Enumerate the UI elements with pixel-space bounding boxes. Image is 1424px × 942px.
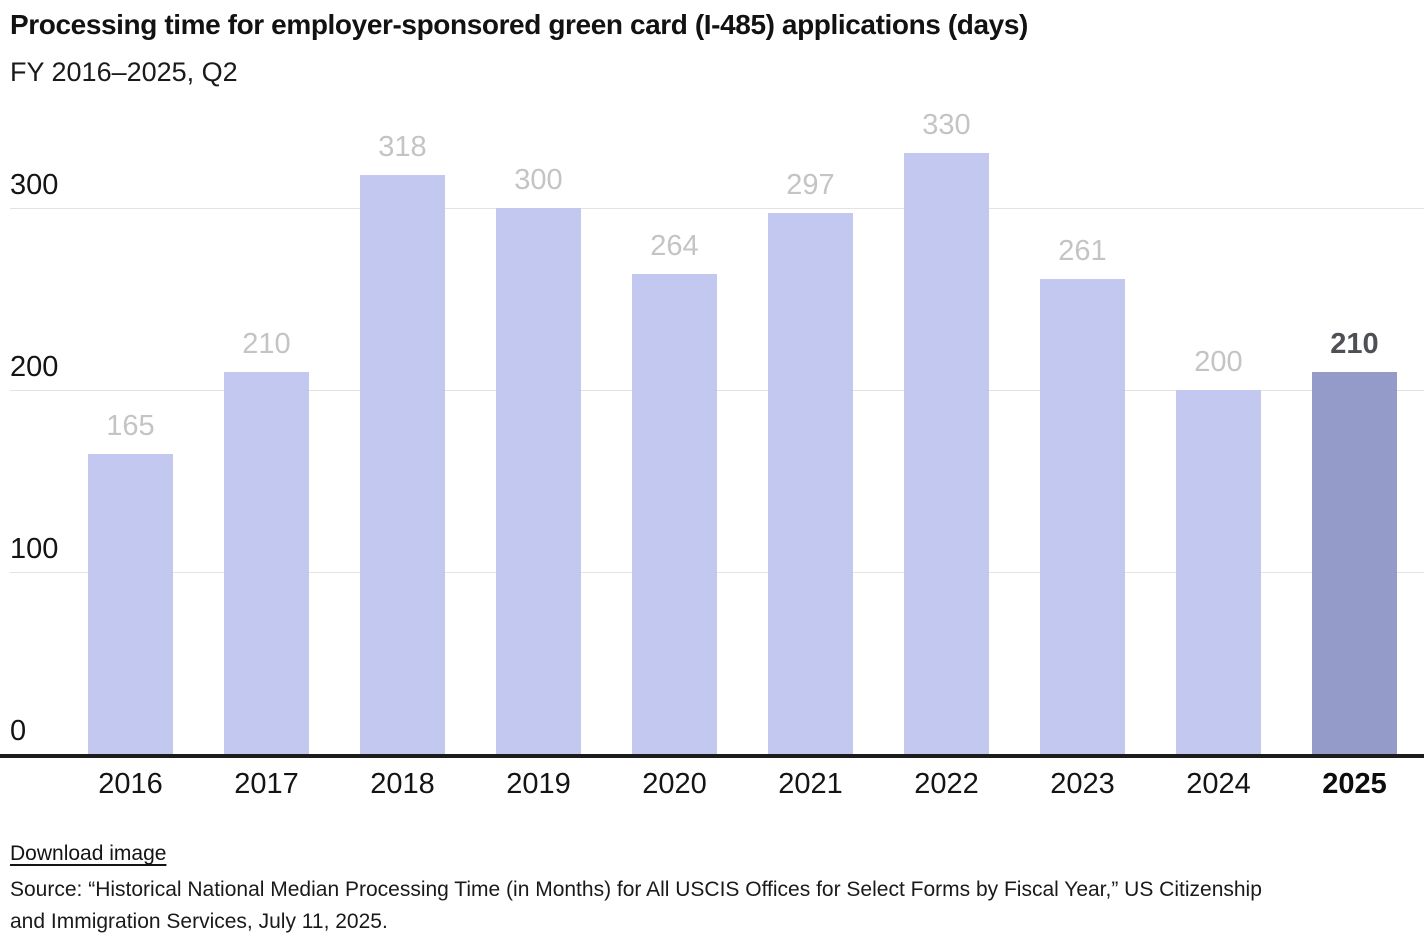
value-label-2017: 210: [242, 328, 291, 360]
x-label-2024: 2024: [1186, 768, 1251, 800]
bar-2020: [632, 274, 717, 754]
x-label-2019: 2019: [506, 768, 571, 800]
source-line-1: Source: “Historical National Median Proc…: [10, 878, 1262, 901]
value-label-2016: 165: [106, 410, 155, 442]
bar-chart: 0 100 200 300 165 210 318 300 264 297 330 261 200 210…: [0, 100, 1424, 808]
bar-2022: [904, 153, 989, 754]
bar-2019: [496, 208, 581, 754]
plot-area: 0 100 200 300 165 210 318 300 264 297 330 261 200 210: [0, 100, 1424, 754]
y-tick-label-0: 0: [10, 715, 27, 747]
value-label-2019: 300: [514, 164, 563, 196]
download-image-link[interactable]: Download image: [10, 842, 167, 865]
value-label-2025: 210: [1330, 328, 1379, 360]
y-tick-label-300: 300: [10, 169, 59, 201]
chart-header: Processing time for employer-sponsored g…: [0, 0, 1424, 88]
bar-2024: [1176, 390, 1261, 754]
y-tick-label-100: 100: [10, 533, 59, 565]
chart-footer: Download image Source: “Historical Natio…: [10, 841, 1414, 938]
gridline-300: [10, 208, 1424, 209]
value-label-2024: 200: [1194, 346, 1243, 378]
bar-2025: [1312, 372, 1397, 754]
y-tick-label-200: 200: [10, 351, 59, 383]
x-label-2023: 2023: [1050, 768, 1115, 800]
value-label-2022: 330: [922, 109, 971, 141]
bar-2018: [360, 175, 445, 754]
gridline-200: [10, 390, 1424, 391]
value-label-2023: 261: [1058, 235, 1107, 267]
x-label-2017: 2017: [234, 768, 299, 800]
x-axis-labels: 2016 2017 2018 2019 2020 2021 2022 2023 2024 2025: [0, 768, 1424, 808]
bar-2016: [88, 454, 173, 754]
value-label-2020: 264: [650, 230, 699, 262]
value-label-2018: 318: [378, 131, 427, 163]
x-label-2022: 2022: [914, 768, 979, 800]
x-axis-baseline: [0, 754, 1424, 758]
gridline-100: [10, 572, 1424, 573]
chart-title: Processing time for employer-sponsored g…: [10, 9, 1028, 40]
x-label-2016: 2016: [98, 768, 163, 800]
source-line-2: and Immigration Services, July 11, 2025.: [10, 910, 388, 933]
x-label-2025: 2025: [1322, 768, 1387, 800]
x-label-2021: 2021: [778, 768, 843, 800]
x-label-2018: 2018: [370, 768, 435, 800]
bar-2021: [768, 213, 853, 754]
bar-2023: [1040, 279, 1125, 754]
source-note: Source: “Historical National Median Proc…: [10, 874, 1414, 938]
bar-2017: [224, 372, 309, 754]
chart-subtitle: FY 2016–2025, Q2: [10, 57, 238, 87]
x-label-2020: 2020: [642, 768, 707, 800]
value-label-2021: 297: [786, 169, 835, 201]
